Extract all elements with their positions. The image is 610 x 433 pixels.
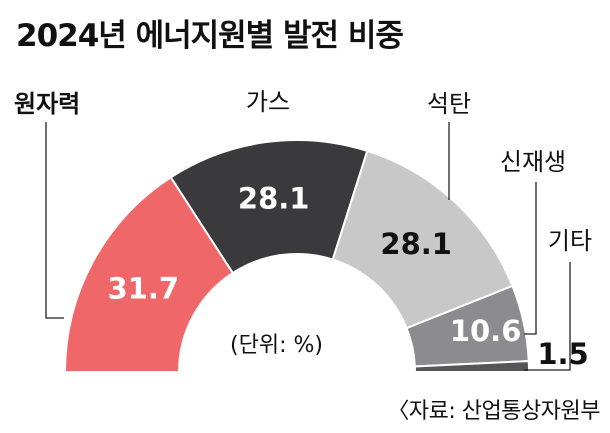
category-label-nuclear: 원자력	[14, 90, 80, 118]
slices	[63, 139, 531, 373]
value-labels: 31.7 28.1 28.1 10.6 1.5	[107, 182, 588, 371]
category-label-gas: 가스	[246, 88, 290, 116]
category-label-other: 기타	[548, 227, 592, 255]
slice-gas	[169, 139, 369, 275]
value-label-renewable: 10.6	[450, 314, 522, 348]
value-label-gas: 28.1	[238, 182, 310, 216]
leader-line-renewable	[524, 182, 537, 335]
leader-lines	[45, 122, 571, 371]
slice-coal	[331, 149, 514, 330]
value-label-coal: 28.1	[380, 227, 452, 261]
unit-label: (단위: %)	[230, 333, 323, 358]
leader-line-nuclear	[45, 122, 64, 319]
value-label-nuclear: 31.7	[107, 271, 179, 305]
category-label-renewable: 신재생	[500, 148, 566, 176]
value-label-other: 1.5	[537, 337, 588, 371]
slice-nuclear	[63, 175, 235, 373]
slice-other	[413, 360, 531, 373]
category-label-coal: 석탄	[427, 90, 471, 118]
leader-line-other	[524, 262, 571, 371]
chart-title: 2024년 에너지원별 발전 비중	[16, 18, 404, 54]
source-note: 〈자료: 산업통상자원부	[387, 399, 600, 424]
